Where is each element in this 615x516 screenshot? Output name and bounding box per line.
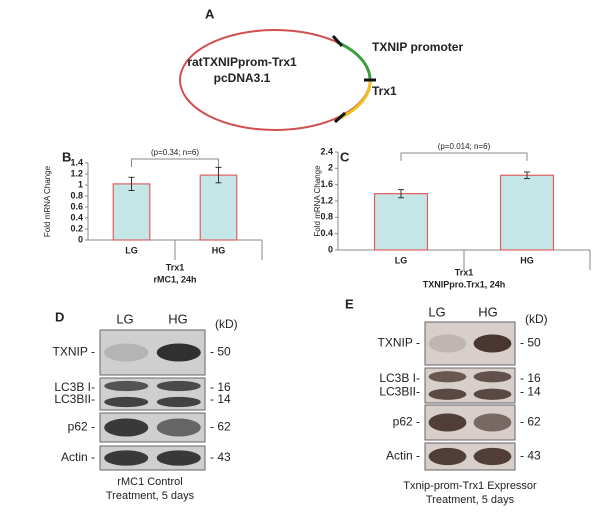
band [156,396,201,408]
band [473,334,512,353]
protein-label: LC3BII- [379,384,420,398]
band [156,450,201,466]
y-tick-label: 1.2 [70,168,83,178]
size-label: - 14 [210,392,231,406]
y-tick-label: 1.2 [320,195,333,205]
size-label: - 43 [520,449,541,463]
x-tick-label: HG [520,255,534,265]
x-tick-label: LG [125,245,138,255]
protein-label: TXNIP - [378,336,420,350]
panel-label: A [205,6,215,21]
size-label: - 43 [210,450,231,464]
band [428,447,467,466]
panel-label: D [55,309,64,324]
band [156,380,201,392]
protein-label: LC3B I- [379,371,420,385]
band [104,418,149,437]
y-tick-label: 0.4 [70,212,83,222]
band [104,343,149,362]
panel-label: E [345,296,354,311]
y-tick-label: 1.6 [320,179,333,189]
lane-label: HG [478,304,498,319]
marker [331,34,344,48]
caption: Txnip-prom-Trx1 Expressor [403,480,537,492]
plasmid-label: TXNIP promoter [372,40,463,54]
y-tick-label: 1 [78,179,83,189]
band [428,334,467,353]
protein-label: Actin - [386,449,420,463]
protein-label: Actin - [61,450,95,464]
band [473,371,512,383]
x-axis-label: TXNIPpro.Trx1, 24h [423,279,506,289]
bracket [400,152,528,161]
band [104,450,149,466]
x-axis-label: Trx1 [166,262,185,272]
bracket [131,158,219,167]
protein-label: TXNIP - [53,345,95,359]
caption: Treatment, 5 days [426,494,515,506]
band [428,413,467,432]
y-tick-label: 1.4 [70,157,83,167]
unit-label: (kD) [525,312,548,326]
size-label: - 50 [210,345,231,359]
protein-label: p62 - [68,420,95,434]
size-label: - 50 [520,336,541,350]
caption: rMC1 Control [117,476,182,488]
unit-label: (kD) [215,317,238,331]
x-axis-label: Trx1 [455,267,474,277]
band [473,388,512,400]
y-axis-label: Fold mRNA Change [43,165,52,237]
caption: Treatment, 5 days [106,490,195,502]
band [428,388,467,400]
marker [333,111,347,124]
bar [499,174,555,251]
band [156,343,201,362]
panel-label: C [340,149,350,164]
y-tick-label: 2 [328,163,333,173]
lane-label: LG [428,304,445,319]
panel-label: B [62,149,71,164]
y-tick-label: 0 [328,244,333,254]
band [473,447,512,466]
bar [199,174,238,241]
band [104,380,149,392]
x-tick-label: HG [212,245,226,255]
y-tick-label: 0.8 [70,190,83,200]
band [156,418,201,437]
trx1-segment [339,79,372,120]
size-label: - 62 [210,420,231,434]
band [428,371,467,383]
plasmid-label: Trx1 [372,84,397,98]
y-tick-label: 0.4 [320,228,333,238]
y-tick-label: 0.6 [70,201,83,211]
y-tick-label: 0 [78,234,83,244]
y-tick-label: 0.8 [320,212,333,222]
size-label: - 16 [210,380,231,394]
size-label: - 62 [520,415,541,429]
plasmid-vector: pcDNA3.1 [214,71,271,85]
protein-label: p62 - [393,415,420,429]
size-label: - 16 [520,371,541,385]
bar [112,183,151,241]
y-tick-label: 2.4 [320,146,333,156]
protein-label: LC3B I- [54,380,95,394]
promoter-segment [336,40,372,81]
y-tick-label: 0.2 [70,223,83,233]
size-label: - 14 [520,384,541,398]
x-tick-label: LG [395,255,408,265]
annotation: (p=0.34; n=6) [151,148,199,157]
x-axis-label: rMC1, 24h [153,274,196,284]
annotation: (p=0.014; n=6) [438,142,491,151]
plasmid-name: ratTXNIPprom-Trx1 [187,55,297,69]
lane-label: HG [168,311,188,326]
band [473,413,512,432]
protein-label: LC3BII- [54,392,95,406]
lane-label: LG [116,311,133,326]
bar [373,193,429,251]
band [104,396,149,408]
y-axis-label: Fold mRNA Change [313,165,322,237]
